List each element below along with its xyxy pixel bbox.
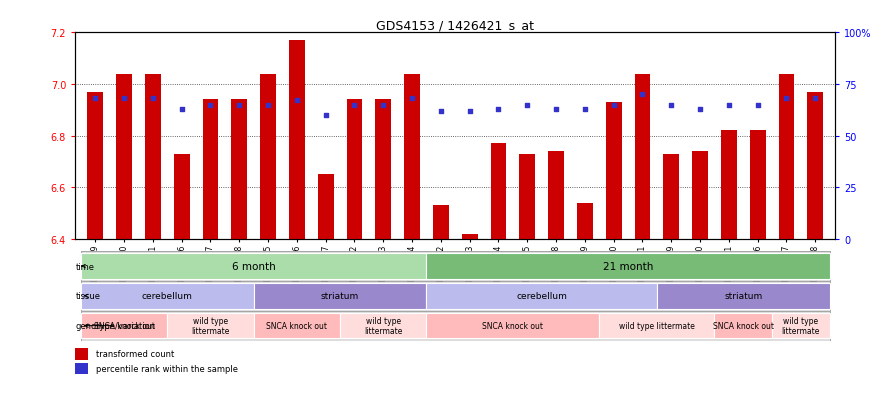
Bar [174, 154, 189, 240]
Bar [202, 100, 218, 240]
Bar [635, 74, 651, 240]
Bar [548, 152, 564, 240]
Point [377, 102, 391, 109]
Bar [779, 74, 795, 240]
Bar [347, 100, 362, 240]
Text: cerebellum: cerebellum [141, 292, 193, 301]
Bar [663, 154, 679, 240]
Text: wild type
littermate: wild type littermate [191, 316, 230, 335]
Point [549, 106, 563, 113]
Text: SNCA knock out: SNCA knock out [266, 321, 327, 330]
Bar [254, 283, 426, 309]
Point [434, 108, 448, 115]
Bar [376, 100, 392, 240]
Point [520, 102, 534, 109]
Text: striatum: striatum [321, 292, 359, 301]
Bar [491, 144, 507, 240]
Bar [577, 204, 593, 240]
Text: 21 month: 21 month [603, 261, 653, 271]
Bar [461, 235, 477, 240]
Bar [317, 175, 333, 240]
Bar [116, 74, 132, 240]
Bar [599, 313, 714, 339]
Bar [81, 313, 167, 339]
Bar [404, 74, 420, 240]
Text: wild type
littermate: wild type littermate [781, 316, 820, 335]
Bar [260, 74, 276, 240]
Bar [289, 41, 305, 240]
Point [405, 96, 419, 102]
Text: time: time [76, 262, 95, 271]
Bar [426, 283, 657, 309]
Text: tissue: tissue [76, 292, 101, 301]
Point [808, 96, 822, 102]
Bar [519, 154, 535, 240]
Bar [81, 254, 426, 279]
Bar [167, 313, 254, 339]
Text: striatum: striatum [724, 292, 762, 301]
Point [780, 96, 794, 102]
Point [693, 106, 707, 113]
Point [721, 102, 735, 109]
Bar [807, 93, 823, 240]
Title: GDS4153 / 1426421_s_at: GDS4153 / 1426421_s_at [377, 19, 534, 32]
Text: percentile rank within the sample: percentile rank within the sample [96, 364, 238, 373]
Text: 6 month: 6 month [232, 261, 276, 271]
Bar [426, 313, 599, 339]
Text: wild type littermate: wild type littermate [619, 321, 695, 330]
Point [88, 96, 103, 102]
Bar [75, 363, 88, 375]
Text: SNCA knock out: SNCA knock out [713, 321, 774, 330]
Point [578, 106, 592, 113]
Bar [433, 206, 449, 240]
Bar [145, 74, 161, 240]
Point [462, 108, 476, 115]
Bar [75, 348, 88, 360]
Bar [772, 313, 829, 339]
Bar [426, 254, 829, 279]
Point [606, 102, 621, 109]
Point [232, 102, 247, 109]
Bar [254, 313, 340, 339]
Text: SNCA knock out: SNCA knock out [483, 321, 544, 330]
Text: transformed count: transformed count [96, 349, 174, 358]
Bar [750, 131, 766, 240]
Point [290, 98, 304, 104]
Bar [714, 313, 772, 339]
Text: wild type
littermate: wild type littermate [364, 316, 402, 335]
Bar [340, 313, 426, 339]
Point [146, 96, 160, 102]
Bar [88, 93, 103, 240]
Bar [232, 100, 248, 240]
Point [318, 112, 332, 119]
Text: SNCA knock out: SNCA knock out [94, 321, 155, 330]
Bar [692, 152, 708, 240]
Bar [81, 283, 254, 309]
Point [117, 96, 131, 102]
Point [261, 102, 275, 109]
Bar [606, 103, 621, 240]
Bar [657, 283, 829, 309]
Point [175, 106, 189, 113]
Point [203, 102, 217, 109]
Text: cerebellum: cerebellum [516, 292, 568, 301]
Point [347, 102, 362, 109]
Text: genotype/variation: genotype/variation [76, 321, 156, 330]
Point [636, 92, 650, 98]
Point [751, 102, 765, 109]
Point [664, 102, 678, 109]
Point [492, 106, 506, 113]
Bar [721, 131, 736, 240]
